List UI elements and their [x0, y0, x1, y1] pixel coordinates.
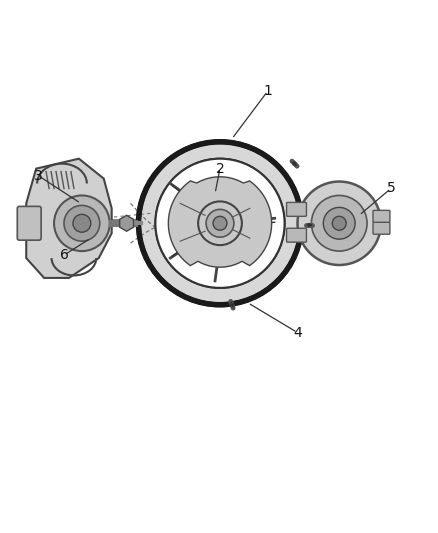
- FancyBboxPatch shape: [373, 222, 390, 234]
- Circle shape: [73, 214, 91, 232]
- Circle shape: [206, 209, 234, 237]
- FancyBboxPatch shape: [286, 228, 307, 242]
- Text: 3: 3: [34, 168, 42, 183]
- Circle shape: [323, 207, 355, 239]
- Circle shape: [297, 182, 381, 265]
- Circle shape: [64, 205, 100, 241]
- Polygon shape: [168, 177, 272, 267]
- Text: 2: 2: [215, 161, 224, 176]
- Text: 4: 4: [293, 326, 302, 340]
- Circle shape: [213, 216, 227, 230]
- Circle shape: [198, 201, 242, 245]
- Text: 6: 6: [60, 248, 68, 262]
- Circle shape: [155, 159, 285, 288]
- Polygon shape: [120, 215, 134, 231]
- FancyBboxPatch shape: [17, 206, 41, 240]
- Text: 1: 1: [263, 84, 272, 98]
- Circle shape: [332, 216, 346, 230]
- Circle shape: [54, 196, 110, 251]
- Text: 5: 5: [386, 182, 395, 196]
- Polygon shape: [26, 159, 112, 278]
- Circle shape: [138, 142, 301, 305]
- FancyBboxPatch shape: [286, 203, 307, 216]
- Circle shape: [311, 196, 367, 251]
- FancyBboxPatch shape: [373, 211, 390, 222]
